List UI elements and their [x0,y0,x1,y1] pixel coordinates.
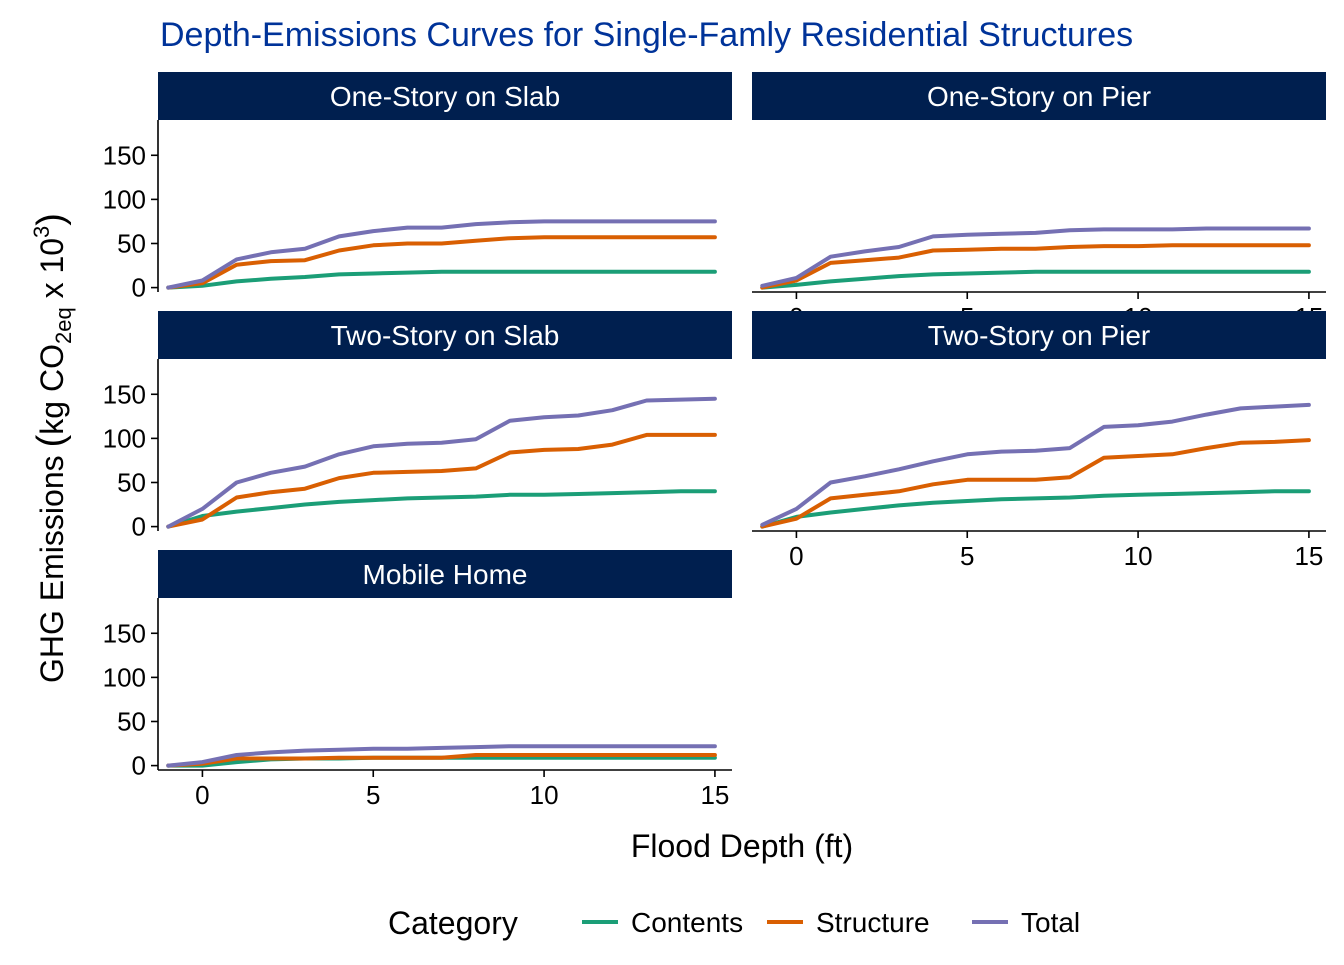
series-line-structure [166,432,717,529]
y-tick-label: 0 [132,273,146,303]
series-line-contents [760,269,1311,290]
legend: Category Contents Structure Total [388,905,1080,941]
series-line-total [760,226,1311,288]
series-line-structure [760,438,1311,529]
y-axis-title-unit: kg CO [34,344,70,435]
strip-background [158,311,732,359]
x-tick-label: 10 [530,780,559,810]
x-tick-label: 15 [700,780,729,810]
y-tick-label: 100 [103,184,146,214]
strip-background [752,72,1326,120]
chart-title: Depth-Emissions Curves for Single-Famly … [160,16,1133,54]
y-axis-title-group: GHG Emissions(kg CO2eq x 103) [29,213,76,683]
strip-label: Mobile Home [363,559,528,590]
x-tick-label: 15 [1294,541,1323,571]
x-tick-label: 0 [789,541,803,571]
y-tick-label: 150 [103,140,146,170]
series-line-contents [166,489,717,529]
y-tick-label: 50 [117,706,146,736]
x-tick-label: 0 [195,780,209,810]
series-line-structure [760,243,1311,290]
series-line-contents [166,269,717,290]
series-line-contents [760,489,1311,529]
panel-one-story-on-slab: One-Story on Slab 0 50 100 150 [103,72,732,303]
legend-label-total: Total [1021,907,1080,938]
y-tick-label: 100 [103,423,146,453]
x-tick-label: 10 [1124,541,1153,571]
y-tick-label: 0 [132,751,146,781]
strip-background [158,550,732,598]
legend-items: Contents Structure Total [582,907,1080,938]
y-tick-label: 150 [103,379,146,409]
x-tick-label: 5 [366,780,380,810]
y-tick-label: 50 [117,228,146,258]
strip-label: One-Story on Slab [330,81,560,112]
series-line-total [166,396,717,529]
strip-label: Two-Story on Pier [928,320,1151,351]
y-axis-title-unit-mid: x 10 [34,238,70,307]
legend-title: Category [388,905,518,941]
series-line-total [166,744,717,768]
strip-background [752,311,1326,359]
y-axis-title-main: GHG Emissions [34,455,70,683]
strip-label: Two-Story on Slab [331,320,560,351]
panel-two-story-on-pier: Two-Story on Pier 0 5 10 15 [752,311,1326,571]
legend-label-contents: Contents [631,907,743,938]
y-axis-title: GHG Emissions(kg CO2eq x 103) [29,213,76,683]
strip-background [158,72,732,120]
series-line-structure [166,235,717,290]
strip-label: One-Story on Pier [927,81,1151,112]
y-axis-title-subscript: 2eq [51,307,76,344]
y-tick-label: 0 [132,512,146,542]
panel-mobile-home: Mobile Home 0 50 100 150 0 5 10 15 [103,550,732,810]
legend-label-structure: Structure [816,907,930,938]
panel-two-story-on-slab: Two-Story on Slab 0 50 100 150 [103,311,732,542]
x-axis-title: Flood Depth (ft) [631,828,853,864]
y-axis-title-superscript: 3 [29,226,54,238]
x-tick-label: 5 [960,541,974,571]
series-line-total [166,219,717,290]
y-tick-label: 50 [117,467,146,497]
y-tick-label: 150 [103,618,146,648]
y-tick-label: 100 [103,662,146,692]
series-line-structure [166,753,717,768]
series-line-total [760,402,1311,527]
